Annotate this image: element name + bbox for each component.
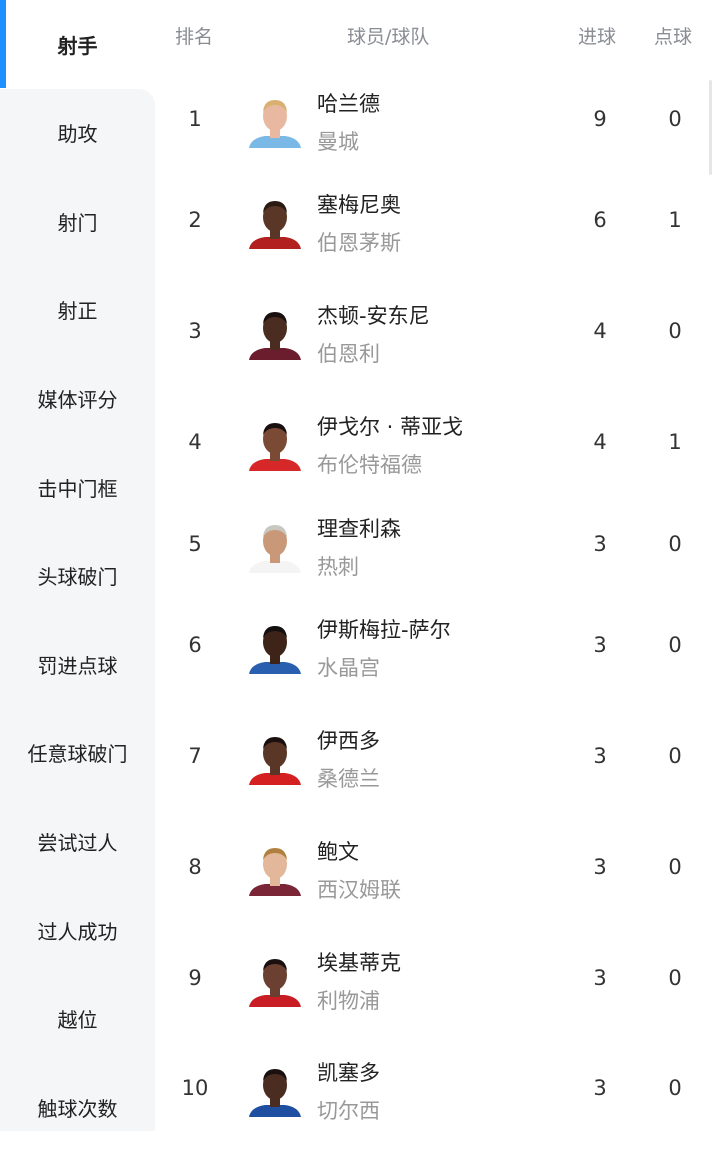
team-name: 利物浦 (317, 989, 380, 1013)
goals-value: 3 (593, 855, 607, 879)
sidebar-item-9[interactable]: 尝试过人 (37, 830, 118, 855)
team-name: 水晶宫 (317, 656, 380, 680)
goals-value: 3 (593, 966, 607, 990)
stat-category-sidebar: 射手 助攻射门射正媒体评分击中门框头球破门罚进点球任意球破门尝试过人过人成功越位触… (0, 0, 155, 1131)
team-name: 热刺 (317, 555, 359, 579)
goals-value: 3 (593, 744, 607, 768)
player-avatar (247, 729, 303, 785)
goals-value: 3 (593, 1076, 607, 1100)
player-name[interactable]: 理查利森 (317, 517, 401, 541)
table-row[interactable]: 4 伊戈尔 · 蒂亚戈 布伦特福德 4 1 (155, 393, 720, 493)
rank: 2 (188, 208, 202, 232)
player-avatar (247, 304, 303, 360)
table-row[interactable]: 2 塞梅尼奥 伯恩茅斯 6 1 (155, 171, 720, 271)
player-name[interactable]: 伊西多 (317, 729, 380, 753)
sidebar-item-0[interactable]: 射手 (0, 0, 155, 88)
player-avatar (247, 517, 303, 573)
table-row[interactable]: 1 哈兰德 曼城 9 0 (155, 70, 720, 170)
rank: 3 (188, 319, 202, 343)
penalties-value: 0 (668, 319, 682, 343)
penalties-value: 0 (668, 532, 682, 556)
team-name: 伯恩茅斯 (317, 231, 401, 255)
leaderboard: 排名 球员/球队 进球 点球 1 哈兰德 曼城 9 0 2 塞梅尼奥 伯恩茅斯 (155, 0, 720, 1131)
scrollbar[interactable] (709, 80, 712, 175)
penalties-value: 0 (668, 1076, 682, 1100)
rank: 8 (188, 855, 202, 879)
rank: 7 (188, 744, 202, 768)
player-avatar (247, 840, 303, 896)
rank: 5 (188, 532, 202, 556)
goals-value: 3 (593, 633, 607, 657)
table-row[interactable]: 6 伊斯梅拉-萨尔 水晶宫 3 0 (155, 596, 720, 696)
sidebar-item-12[interactable]: 触球次数 (37, 1096, 118, 1121)
header-rank: 排名 (175, 26, 214, 48)
sidebar-item-10[interactable]: 过人成功 (37, 919, 118, 944)
header-goals[interactable]: 进球 (578, 26, 617, 48)
team-name: 切尔西 (317, 1099, 380, 1123)
sidebar-item-7[interactable]: 罚进点球 (37, 653, 118, 678)
player-name[interactable]: 埃基蒂克 (317, 951, 401, 975)
sidebar-item-11[interactable]: 越位 (57, 1008, 98, 1033)
goals-value: 4 (593, 430, 607, 454)
sidebar-item-6[interactable]: 头球破门 (37, 565, 118, 590)
penalties-value: 0 (668, 107, 682, 131)
table-row[interactable]: 10 凯塞多 切尔西 3 0 (155, 1039, 720, 1139)
rank: 4 (188, 430, 202, 454)
player-avatar (247, 1061, 303, 1117)
table-row[interactable]: 3 杰顿-安东尼 伯恩利 4 0 (155, 282, 720, 382)
player-name[interactable]: 塞梅尼奥 (317, 193, 401, 217)
player-avatar (247, 92, 303, 148)
team-name: 西汉姆联 (317, 878, 401, 902)
rank: 1 (188, 107, 202, 131)
penalties-value: 0 (668, 633, 682, 657)
goals-value: 4 (593, 319, 607, 343)
table-row[interactable]: 9 埃基蒂克 利物浦 3 0 (155, 929, 720, 1029)
player-avatar (247, 951, 303, 1007)
player-name[interactable]: 伊斯梅拉-萨尔 (317, 618, 451, 642)
team-name: 布伦特福德 (317, 453, 422, 477)
team-name: 曼城 (317, 130, 359, 154)
goals-value: 3 (593, 532, 607, 556)
rank: 6 (188, 633, 202, 657)
team-name: 桑德兰 (317, 767, 380, 791)
table-row[interactable]: 5 理查利森 热刺 3 0 (155, 495, 720, 595)
player-avatar (247, 618, 303, 674)
rank: 10 (181, 1076, 209, 1100)
goals-value: 9 (593, 107, 607, 131)
rank: 9 (188, 966, 202, 990)
player-name[interactable]: 鲍文 (317, 840, 359, 864)
sidebar-item-5[interactable]: 击中门框 (37, 476, 118, 501)
goals-value: 6 (593, 208, 607, 232)
header-penalties[interactable]: 点球 (654, 26, 693, 48)
player-avatar (247, 415, 303, 471)
sidebar-item-4[interactable]: 媒体评分 (37, 387, 118, 412)
penalties-value: 0 (668, 966, 682, 990)
player-name[interactable]: 凯塞多 (317, 1061, 380, 1085)
penalties-value: 0 (668, 855, 682, 879)
penalties-value: 0 (668, 744, 682, 768)
table-row[interactable]: 7 伊西多 桑德兰 3 0 (155, 707, 720, 807)
sidebar-item-1[interactable]: 助攻 (0, 88, 155, 177)
sidebar-item-2[interactable]: 射门 (57, 210, 98, 235)
table-row[interactable]: 8 鲍文 西汉姆联 3 0 (155, 818, 720, 918)
player-avatar (247, 193, 303, 249)
header-player-team: 球员/球队 (347, 26, 430, 48)
penalties-value: 1 (668, 430, 682, 454)
player-name[interactable]: 伊戈尔 · 蒂亚戈 (317, 415, 464, 439)
sidebar-item-8[interactable]: 任意球破门 (27, 742, 128, 767)
team-name: 伯恩利 (317, 342, 380, 366)
sidebar-item-3[interactable]: 射正 (57, 299, 98, 324)
penalties-value: 1 (668, 208, 682, 232)
player-name[interactable]: 杰顿-安东尼 (317, 304, 430, 328)
player-name[interactable]: 哈兰德 (317, 92, 380, 116)
